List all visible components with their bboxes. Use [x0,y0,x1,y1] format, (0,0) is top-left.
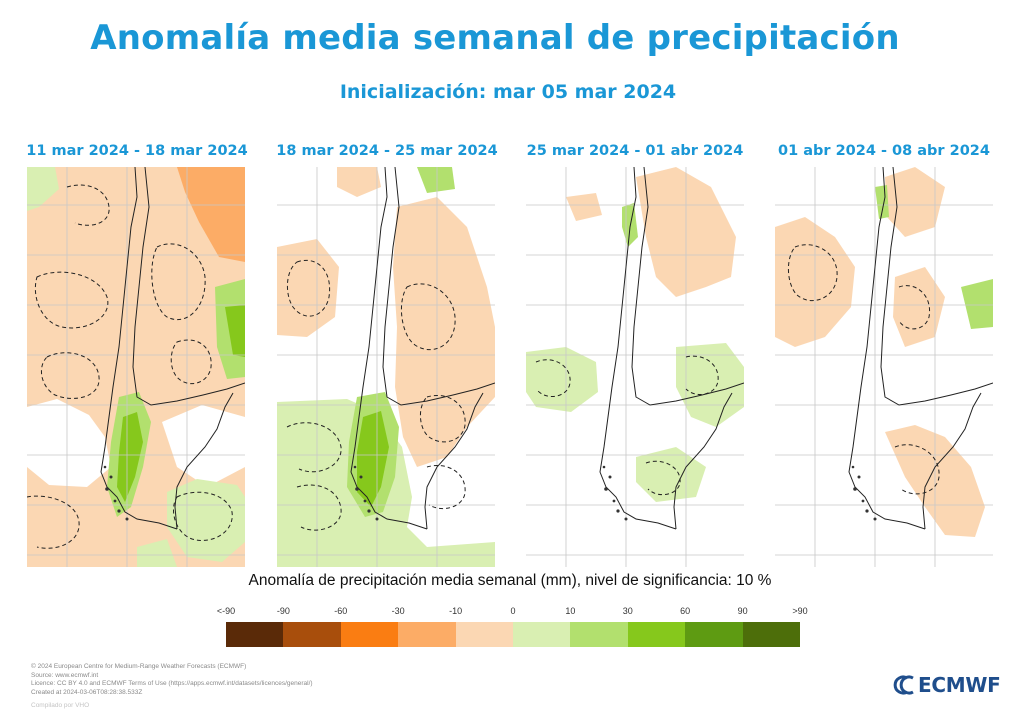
legend-tick-label: -60 [334,606,348,616]
legend-swatch [570,622,628,647]
panel-label-week-1: 11 mar 2024 - 18 mar 2024 [26,143,248,159]
legend-swatch [685,622,743,647]
ecmwf-logo-icon [893,675,914,695]
footer-credits: © 2024 European Centre for Medium-Range … [31,663,313,697]
legend-swatch [513,622,571,647]
footer-compiled: Compilado por VHO [31,702,90,709]
footer-copyright: © 2024 European Centre for Medium-Range … [31,663,247,670]
legend-tick-label: <-90 [216,606,236,616]
legend-swatch [742,622,801,647]
ecmwf-logo: ECMWF [891,673,1001,697]
ecmwf-logo-text: ECMWF [918,673,1001,697]
map-week-3 [526,167,744,567]
legend-swatch [340,622,399,647]
map-week-4 [775,167,993,567]
legend-caption: Anomalía de precipitación media semanal … [248,572,772,589]
map-subtitle: Inicialización: mar 05 mar 2024 [339,81,677,103]
footer-created: Created at 2024-03-06T08:28:38.533Z [31,688,143,696]
panel-label-week-4: 01 abr 2024 - 08 abr 2024 [777,143,990,159]
legend-tick-labels: <-90 -90 -60 -30 -10 0 10 30 60 90 >90 [217,606,808,618]
legend-tick-label: -30 [391,606,405,616]
legend-tick-label: 0 [510,606,516,616]
footer-source: Source: www.ecmwf.int [31,671,99,679]
footer-licence: Licence: CC BY 4.0 and ECMWF Terms of Us… [31,680,313,688]
map-title: Anomalía media semanal de precipitación [90,18,900,58]
panel-label-week-3: 25 mar 2024 - 01 abr 2024 [526,143,744,159]
legend-swatch [455,622,514,647]
map-week-1 [27,167,245,567]
legend-swatch [398,622,456,647]
legend-tick-label: >90 [792,606,808,616]
legend-tick-label: 60 [680,606,691,616]
legend-swatch [283,622,341,647]
map-week-2 [277,167,495,567]
map-panel-week-3 [526,167,744,567]
legend-tick-label: 90 [737,606,748,616]
legend-tick-label: -90 [276,606,290,616]
legend-tick-label: 30 [622,606,633,616]
map-panel-week-4 [775,167,993,567]
legend-swatch [627,622,686,647]
map-panel-week-2 [277,167,495,567]
legend-color-bar [226,622,801,647]
legend-tick-label: 10 [565,606,576,616]
panel-label-week-2: 18 mar 2024 - 25 mar 2024 [276,143,498,159]
legend-swatch [226,622,284,647]
legend-tick-label: -10 [449,606,463,616]
map-panel-week-1 [27,167,245,567]
